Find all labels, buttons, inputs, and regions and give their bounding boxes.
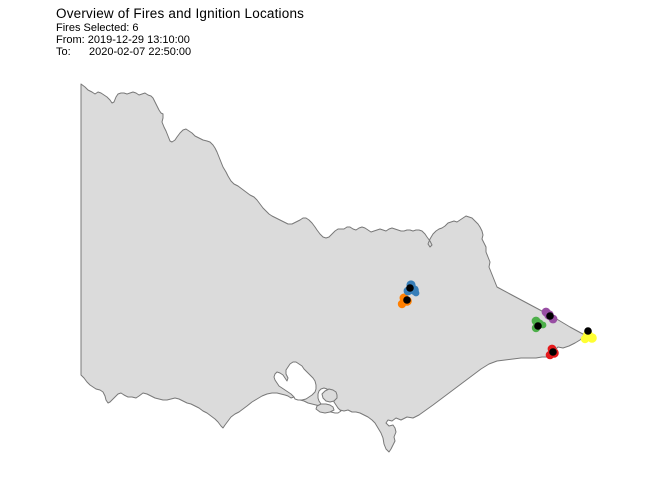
fire-yellow-ignition-point	[584, 327, 592, 335]
to-datetime-text: To: 2020-02-07 22:50:00	[56, 46, 192, 58]
fires-layer	[397, 280, 597, 360]
fire-purple-cluster	[541, 307, 558, 324]
victoria-map-outline	[80, 83, 586, 453]
fire-blue-ignition-point	[406, 284, 414, 292]
fire-yellow-cluster	[580, 327, 597, 344]
fire-orange-ignition-point	[403, 296, 411, 304]
port-phillip-bay	[273, 361, 317, 401]
from-datetime-text: From: 2019-12-29 13:10:00	[56, 34, 190, 46]
fire-yellow-perimeter	[587, 333, 597, 343]
fire-yellow-perimeter	[580, 334, 590, 344]
fire-red-ignition-point	[549, 348, 557, 356]
page-title: Overview of Fires and Ignition Locations	[56, 6, 305, 21]
plot-header: Overview of Fires and Ignition Locations…	[56, 5, 304, 58]
fire-orange-cluster	[397, 293, 412, 309]
french-island	[321, 388, 338, 403]
fire-green-cluster	[531, 316, 547, 333]
phillip-island	[315, 403, 335, 414]
fire-purple-ignition-point	[546, 312, 554, 320]
fire-red-cluster	[545, 344, 559, 360]
fires-selected-text: Fires Selected: 6	[56, 22, 139, 34]
fire-blue-cluster	[403, 280, 420, 297]
fire-blue-perimeter	[412, 289, 420, 297]
fire-green-ignition-point	[534, 322, 542, 330]
